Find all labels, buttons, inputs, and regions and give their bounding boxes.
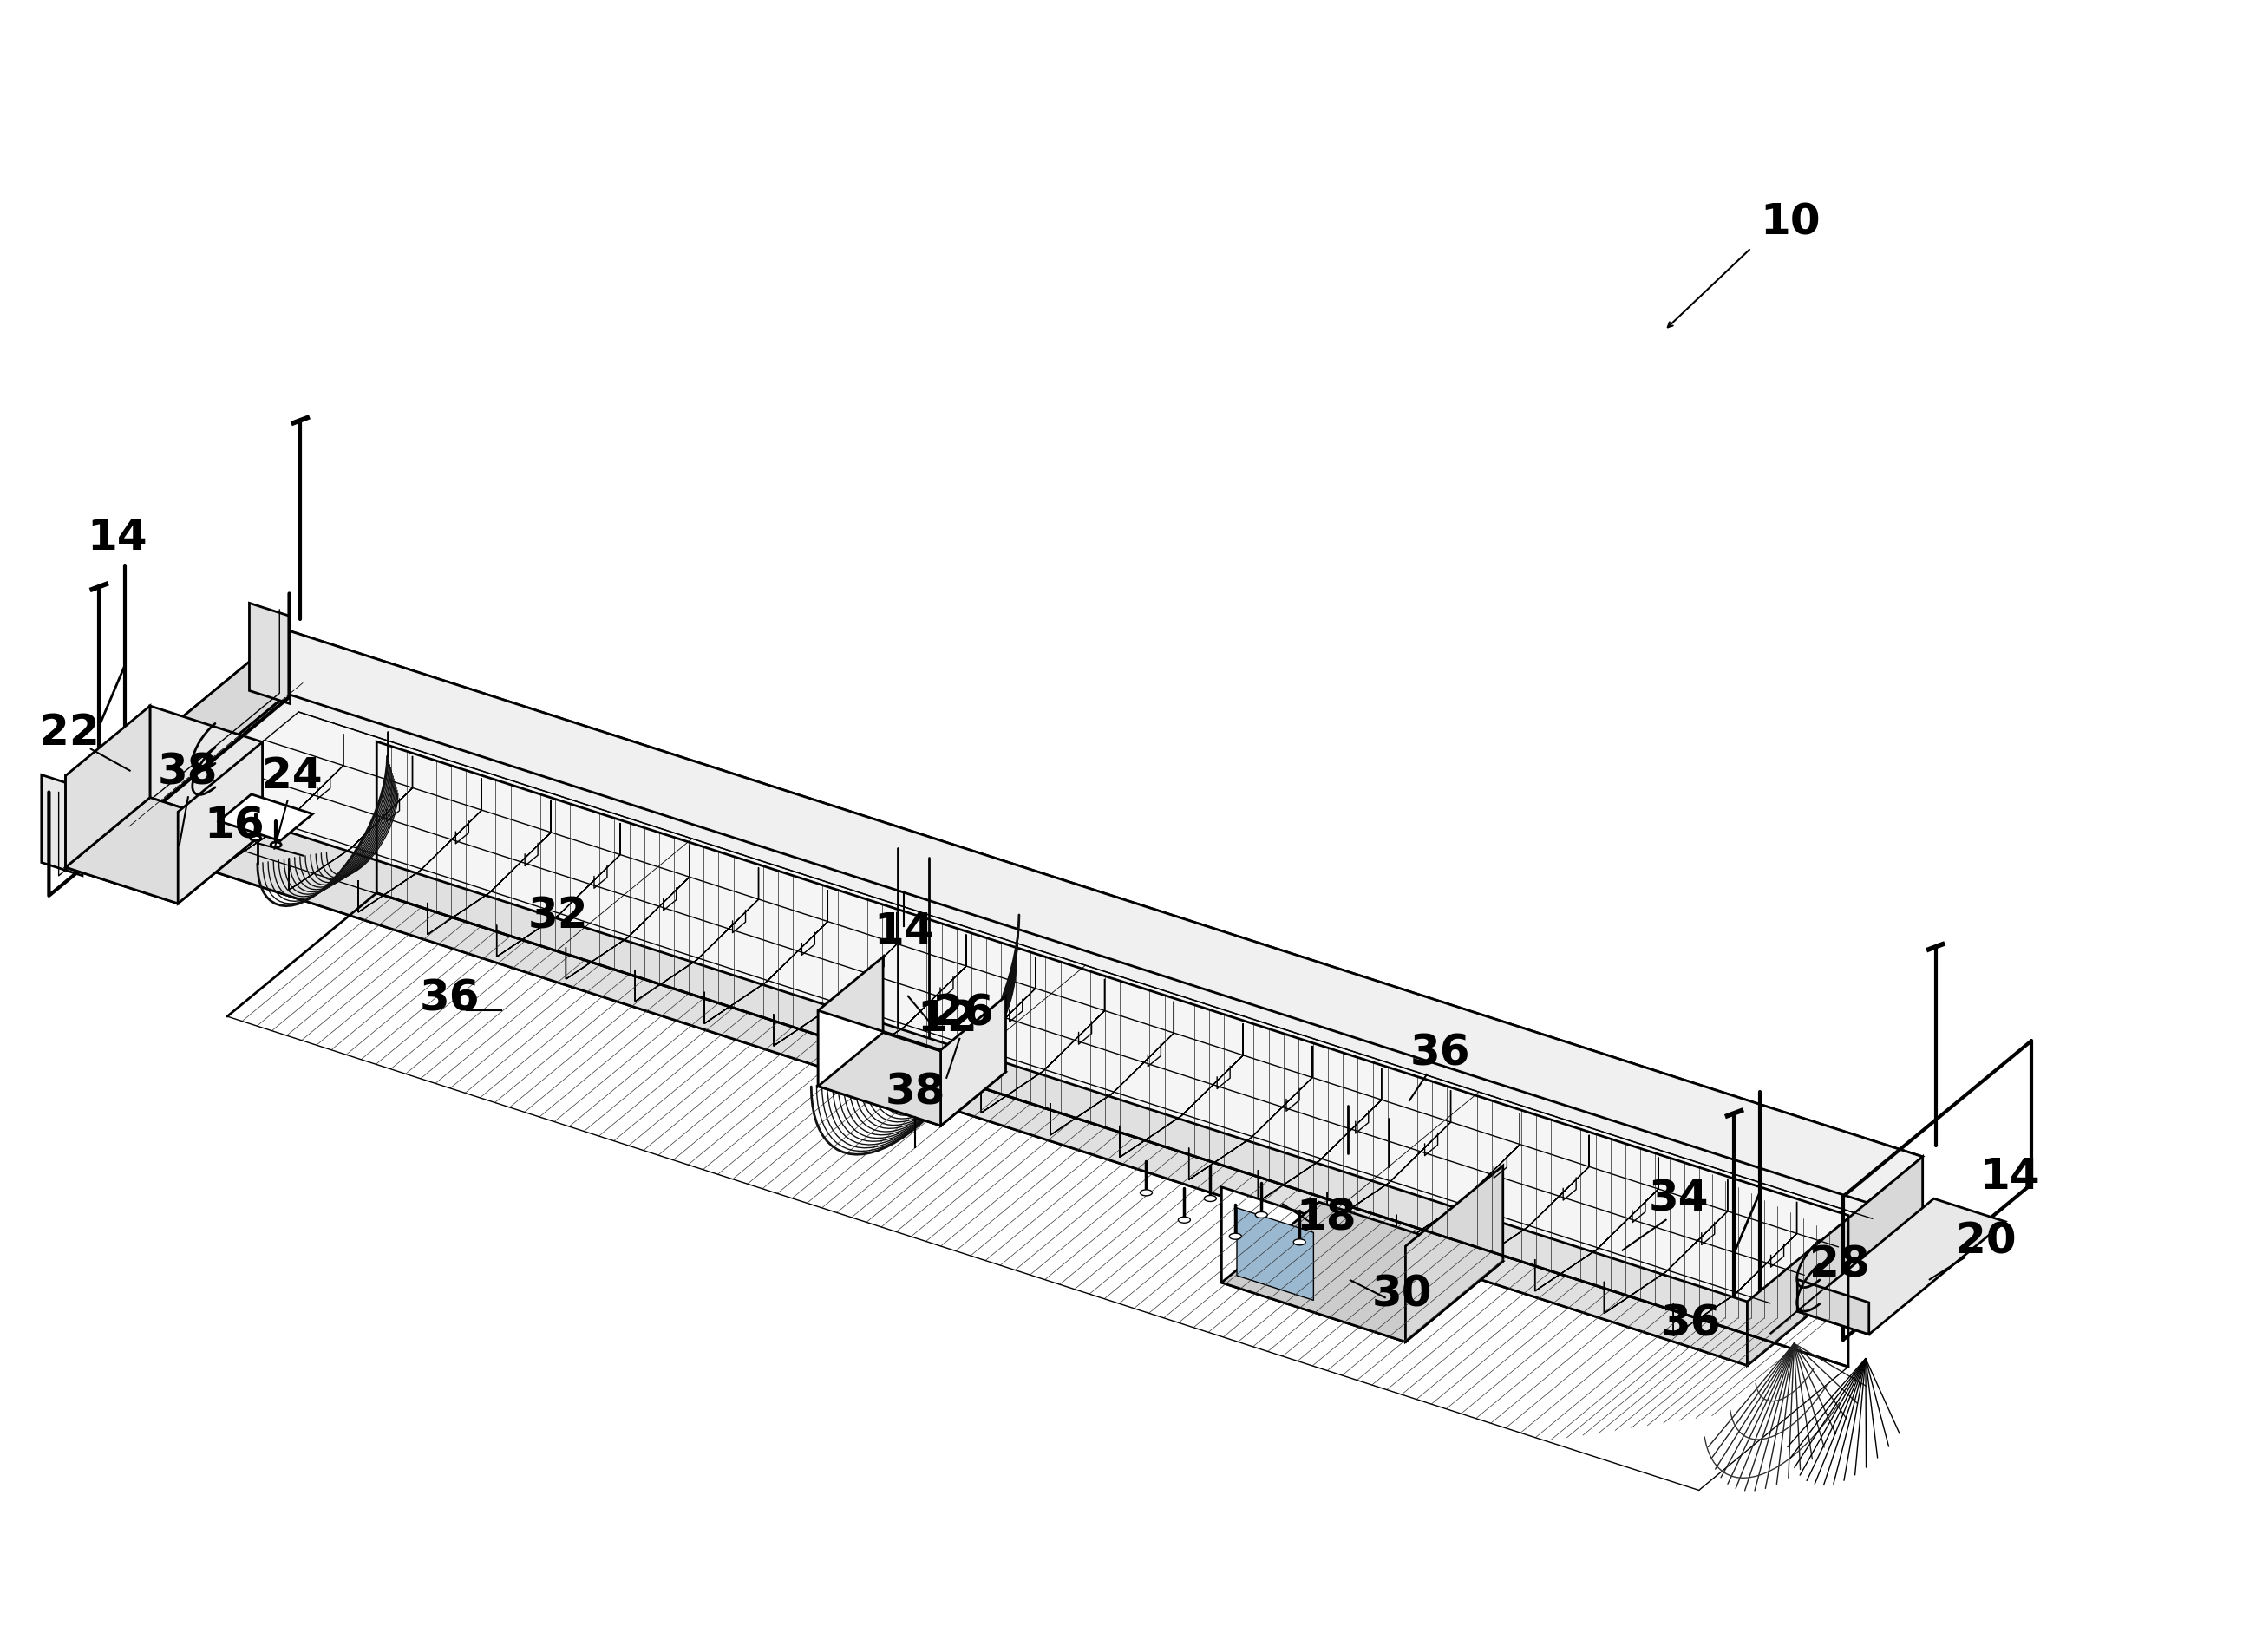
Polygon shape — [1597, 1156, 1658, 1249]
Polygon shape — [1604, 1272, 1667, 1313]
Ellipse shape — [1139, 1189, 1153, 1196]
Polygon shape — [1189, 1138, 1252, 1180]
Polygon shape — [819, 1011, 940, 1125]
Polygon shape — [1050, 1094, 1113, 1135]
Ellipse shape — [251, 836, 260, 841]
Text: 38: 38 — [157, 752, 218, 793]
Polygon shape — [428, 894, 489, 935]
Polygon shape — [496, 915, 559, 957]
Polygon shape — [161, 712, 1873, 1332]
Text: 32: 32 — [527, 895, 588, 937]
Polygon shape — [843, 1028, 904, 1069]
Polygon shape — [1465, 1227, 1527, 1269]
Polygon shape — [1222, 1188, 1406, 1341]
Polygon shape — [283, 733, 343, 826]
Text: 38: 38 — [886, 1070, 944, 1113]
Polygon shape — [287, 629, 1922, 1221]
Ellipse shape — [1256, 1213, 1267, 1218]
Polygon shape — [65, 776, 177, 904]
Polygon shape — [289, 849, 350, 890]
Polygon shape — [419, 778, 482, 871]
Polygon shape — [65, 705, 150, 867]
Polygon shape — [1113, 1001, 1173, 1094]
Polygon shape — [112, 629, 1922, 1302]
Polygon shape — [1328, 1183, 1388, 1224]
Polygon shape — [220, 826, 283, 867]
Polygon shape — [1667, 1180, 1727, 1272]
Polygon shape — [767, 890, 828, 983]
Polygon shape — [628, 846, 689, 938]
Text: 34: 34 — [1649, 1178, 1709, 1219]
Polygon shape — [359, 871, 419, 912]
Polygon shape — [819, 1032, 1005, 1125]
Polygon shape — [1527, 1135, 1588, 1227]
Text: 18: 18 — [1296, 1198, 1357, 1239]
Polygon shape — [150, 705, 262, 834]
Polygon shape — [1458, 1113, 1521, 1204]
Polygon shape — [834, 912, 897, 1004]
Polygon shape — [350, 757, 413, 849]
Polygon shape — [249, 603, 289, 704]
Polygon shape — [1673, 1294, 1736, 1336]
Text: 28: 28 — [1810, 1244, 1871, 1285]
Text: 10: 10 — [1761, 202, 1821, 244]
Text: 30: 30 — [1373, 1274, 1433, 1315]
Polygon shape — [819, 957, 884, 1087]
Polygon shape — [1406, 1166, 1503, 1341]
Text: 16: 16 — [204, 806, 265, 847]
Polygon shape — [698, 867, 758, 960]
Polygon shape — [565, 938, 628, 980]
Polygon shape — [1252, 1046, 1312, 1138]
Text: 26: 26 — [933, 993, 994, 1034]
Text: 36: 36 — [1660, 1303, 1720, 1345]
Polygon shape — [1119, 1115, 1182, 1158]
Polygon shape — [774, 1004, 834, 1046]
Polygon shape — [913, 1049, 973, 1090]
Polygon shape — [1258, 1160, 1319, 1203]
Polygon shape — [904, 935, 967, 1028]
Polygon shape — [1388, 1090, 1451, 1183]
Text: 36: 36 — [1409, 1032, 1469, 1074]
Text: 24: 24 — [262, 755, 323, 796]
Text: 14: 14 — [873, 910, 933, 953]
Polygon shape — [1397, 1204, 1458, 1247]
Text: 12: 12 — [917, 998, 978, 1039]
Ellipse shape — [1294, 1239, 1305, 1246]
Polygon shape — [65, 798, 262, 904]
Text: 22: 22 — [38, 712, 99, 753]
Polygon shape — [1797, 1280, 1868, 1335]
Polygon shape — [1534, 1249, 1597, 1292]
Polygon shape — [1747, 1156, 1922, 1366]
Polygon shape — [220, 795, 312, 841]
Text: 14: 14 — [1978, 1156, 2039, 1198]
Polygon shape — [112, 775, 1747, 1366]
Polygon shape — [1797, 1199, 2005, 1335]
Polygon shape — [1319, 1069, 1382, 1160]
Polygon shape — [1736, 1201, 1797, 1294]
Polygon shape — [40, 775, 83, 876]
Polygon shape — [704, 983, 767, 1024]
Polygon shape — [980, 1072, 1043, 1113]
Text: 36: 36 — [419, 978, 480, 1019]
Polygon shape — [635, 960, 698, 1001]
Polygon shape — [973, 957, 1036, 1049]
Polygon shape — [1182, 1024, 1243, 1115]
Polygon shape — [940, 996, 1005, 1125]
Polygon shape — [112, 694, 1922, 1366]
Ellipse shape — [1178, 1218, 1191, 1222]
Polygon shape — [112, 629, 287, 839]
Polygon shape — [1236, 1208, 1314, 1300]
Polygon shape — [177, 742, 262, 904]
Polygon shape — [1222, 1203, 1503, 1341]
Polygon shape — [1043, 980, 1104, 1072]
Ellipse shape — [1229, 1234, 1240, 1239]
Ellipse shape — [1204, 1196, 1216, 1201]
Ellipse shape — [271, 843, 280, 847]
Text: 20: 20 — [1956, 1221, 2016, 1262]
Text: 14: 14 — [87, 517, 148, 558]
Polygon shape — [559, 823, 619, 915]
Polygon shape — [489, 801, 552, 894]
